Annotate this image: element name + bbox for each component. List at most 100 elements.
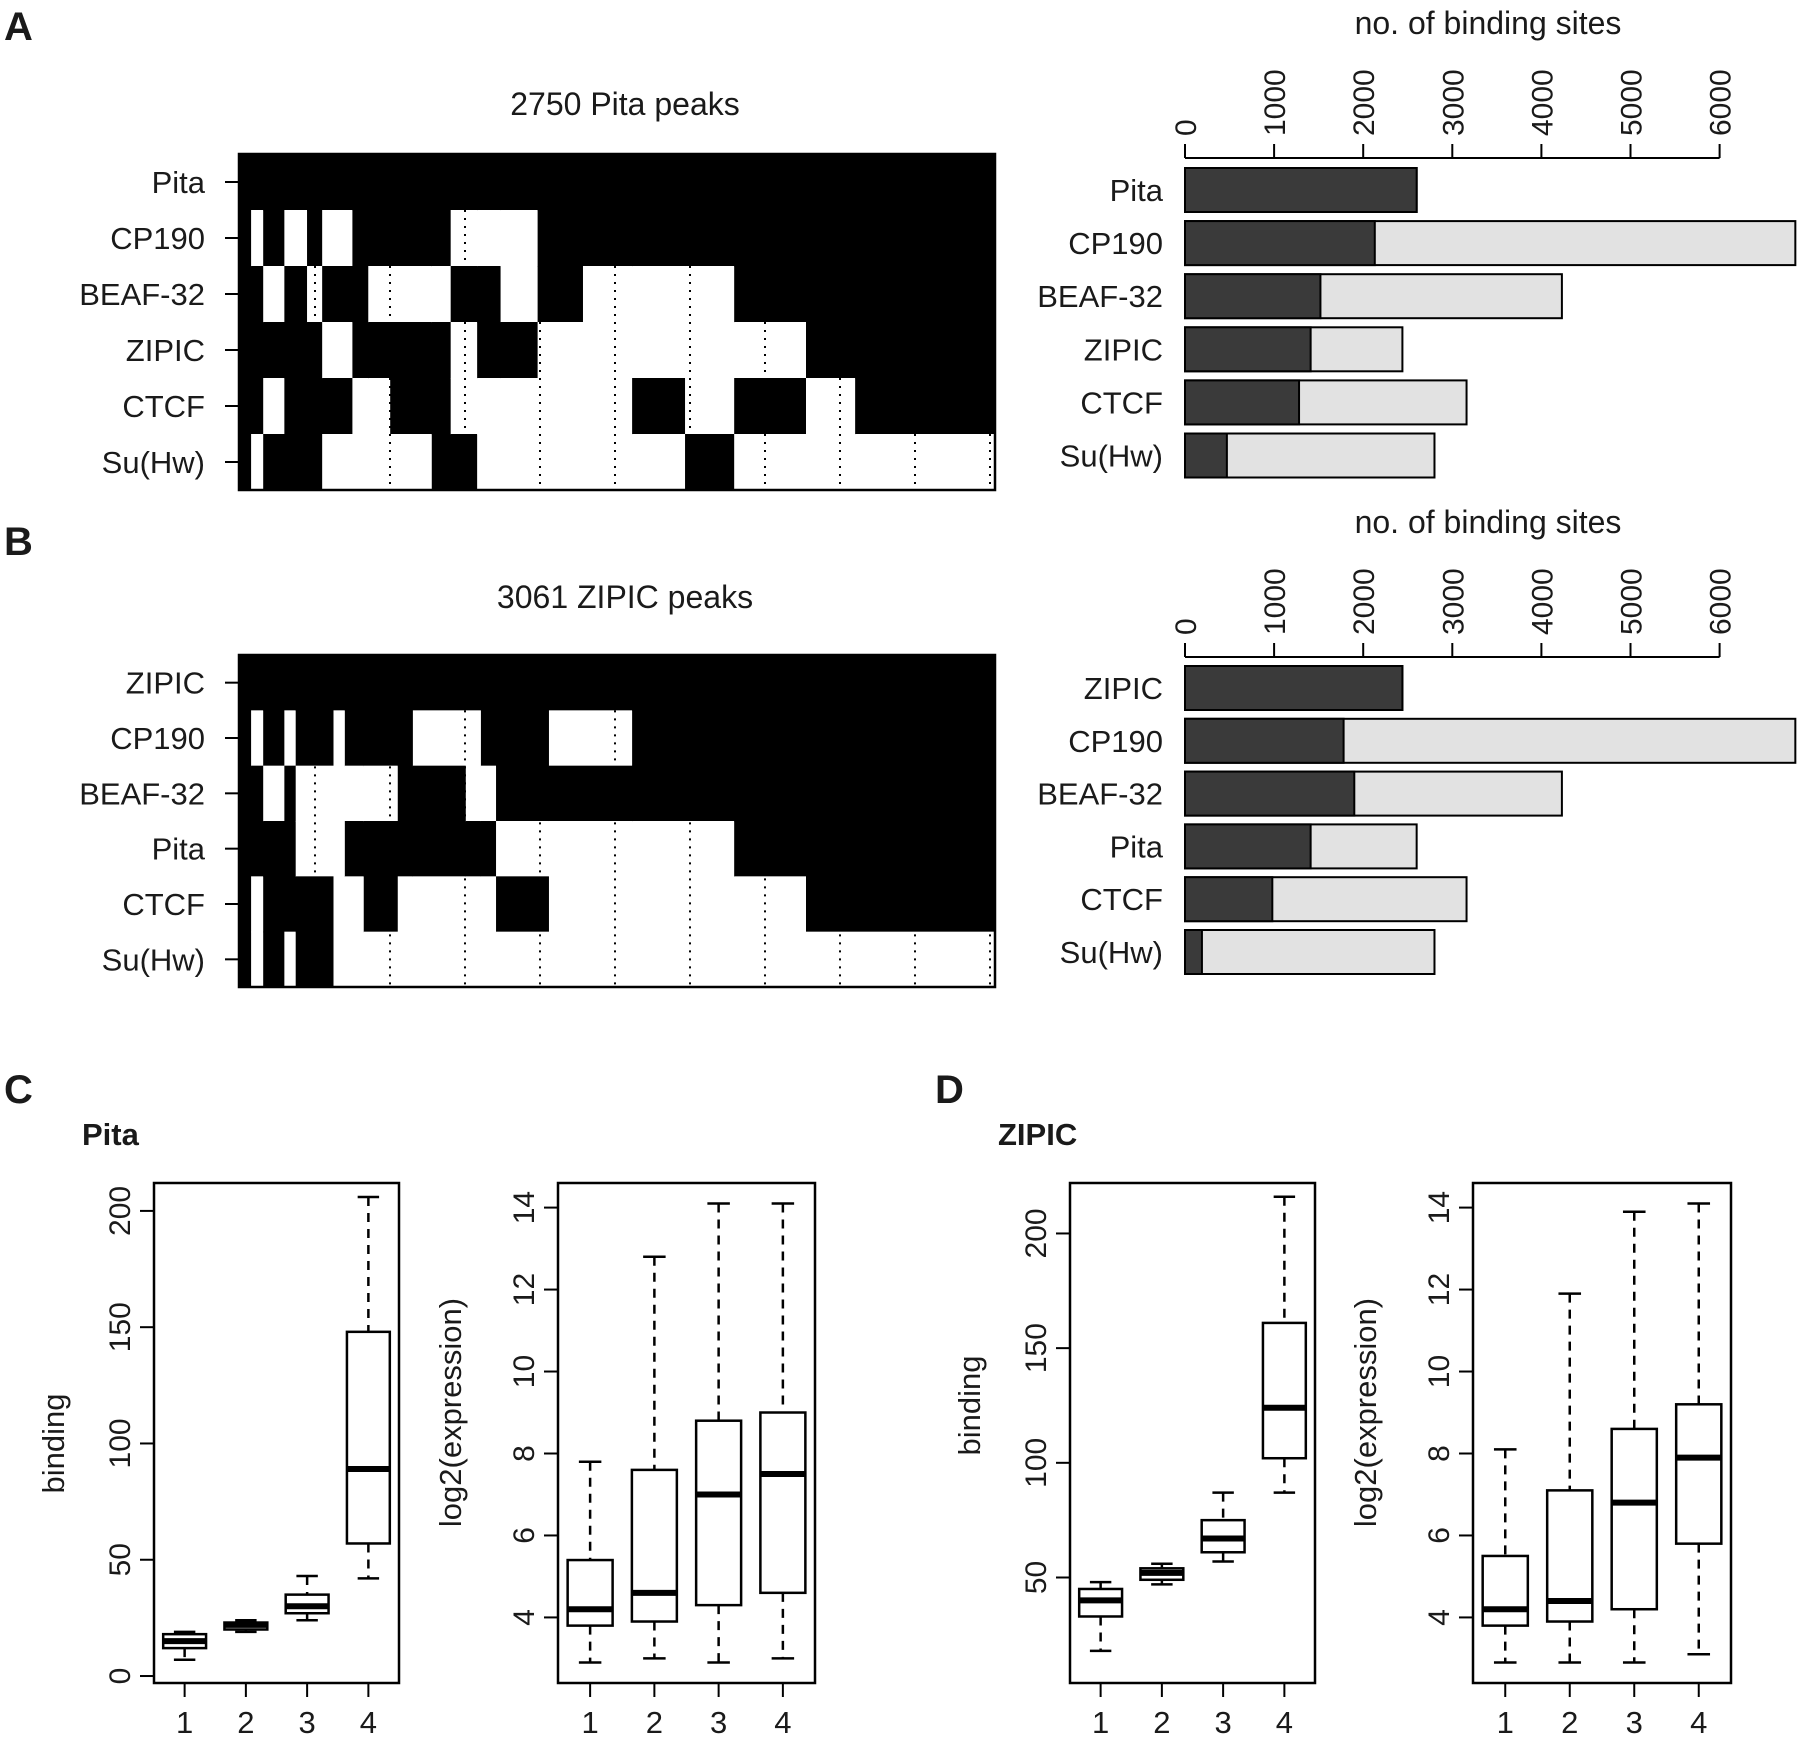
heatmap-row-label: CP190	[110, 221, 205, 256]
heatmap-cell	[500, 266, 539, 323]
x-tick-label: 5000	[1616, 568, 1649, 635]
heatmap-cell	[333, 655, 346, 711]
x-tick-label: 1	[176, 1705, 193, 1740]
heatmap-cell	[251, 876, 264, 933]
heatmap-cell	[284, 821, 297, 877]
bar-category-label: Pita	[1110, 173, 1164, 208]
heatmap-cell	[734, 876, 807, 933]
heatmap-cell	[582, 266, 633, 323]
heatmap-cell	[284, 710, 297, 767]
heatmap-cell	[344, 710, 365, 767]
heatmap-cell	[251, 266, 264, 323]
heatmap-cell	[397, 931, 414, 988]
heatmap-cell	[251, 655, 264, 711]
heatmap-cell	[239, 154, 252, 211]
heatmap-cell	[548, 931, 633, 988]
heatmap-cell	[284, 434, 308, 491]
bar-overlap	[1184, 326, 1312, 373]
heatmap-cell	[632, 266, 686, 323]
x-tick-label: 1000	[1259, 568, 1292, 635]
heatmap-cell	[685, 322, 735, 379]
heatmap-cell	[322, 210, 353, 267]
heatmap-cell	[806, 378, 856, 435]
heatmap-cell	[412, 876, 467, 933]
heatmap-cell	[239, 210, 252, 267]
heatmap-row-label: CTCF	[122, 389, 205, 424]
heatmap-cell	[632, 322, 686, 379]
x-tick-label: 2	[1561, 1705, 1578, 1740]
heatmap-cell	[582, 154, 633, 211]
heatmap-cell	[465, 655, 482, 711]
heatmap-cell	[368, 378, 391, 435]
heatmap-cell	[496, 655, 550, 711]
y-tick-label: 4	[508, 1609, 541, 1626]
heatmap-cell	[333, 821, 346, 877]
heatmap-cell	[322, 154, 353, 211]
heatmap-cell	[263, 931, 285, 988]
heatmap-row-label: Su(Hw)	[102, 445, 205, 480]
heatmap-cell	[352, 154, 369, 211]
heatmap-cell	[333, 765, 346, 822]
heatmap-cell	[352, 322, 369, 379]
x-tick-label: 2	[237, 1705, 254, 1740]
bar-category-label: Su(Hw)	[1060, 935, 1163, 970]
heatmap-cell	[431, 378, 452, 435]
heatmap-cell	[632, 821, 735, 877]
y-tick-label: 4	[1423, 1609, 1456, 1626]
x-tick-label: 4	[1690, 1705, 1707, 1740]
heatmap-cell	[632, 655, 735, 711]
heatmap-cell	[477, 434, 502, 491]
heatmap-cell	[806, 210, 856, 267]
y-tick-label: 10	[1423, 1355, 1456, 1388]
heatmap-cell	[806, 876, 996, 933]
heatmap-cell	[500, 434, 539, 491]
x-tick-label: 6000	[1705, 69, 1738, 136]
heatmap-cell	[537, 378, 584, 435]
heatmap-cell	[363, 931, 399, 988]
heatmap-cell	[632, 931, 735, 988]
heatmap-cell	[333, 876, 346, 933]
heatmap-cell	[734, 266, 807, 323]
heatmap-b: ZIPIC CP190 BEAF-32 Pita CTCF Su(Hw)	[79, 653, 997, 989]
heatmap-cell	[465, 821, 482, 877]
bar-overlap	[1184, 717, 1345, 764]
heatmap-a: Pita CP190 BEAF-32 ZIPIC CTCF Su(Hw)	[79, 152, 997, 492]
heatmap-cell	[352, 434, 369, 491]
heatmap-cell	[480, 821, 497, 877]
heatmap-cell	[322, 266, 353, 323]
heatmap-cell	[390, 434, 433, 491]
heatmap-cell	[412, 821, 467, 877]
heatmap-cell	[390, 378, 433, 435]
heatmap-cell	[500, 210, 539, 267]
y-axis-label: binding	[952, 1355, 987, 1455]
heatmap-cell	[284, 322, 308, 379]
heatmap-cell	[307, 322, 323, 379]
y-tick-label: 50	[104, 1543, 137, 1576]
heatmap-cell	[363, 655, 399, 711]
heatmap-cell	[548, 655, 633, 711]
bar-overlap	[1184, 167, 1418, 213]
heatmap-cell	[480, 876, 497, 933]
heatmap-cell	[263, 322, 285, 379]
y-tick-label: 12	[508, 1273, 541, 1306]
heatmap-cell	[685, 434, 735, 491]
bar-category-label: CTCF	[1080, 385, 1163, 420]
heatmap-cell	[251, 210, 264, 267]
y-tick-label: 6	[508, 1527, 541, 1544]
heatmap-cell	[582, 434, 633, 491]
heatmap-cell	[548, 765, 633, 822]
heatmap-cell	[397, 876, 414, 933]
heatmap-cell	[307, 266, 323, 323]
heatmap-cell	[431, 210, 452, 267]
heatmap-cell	[537, 266, 584, 323]
heatmap-cell	[397, 710, 414, 767]
bar-axis-label-b: no. of binding sites	[1355, 504, 1622, 540]
heatmap-cell	[239, 655, 252, 711]
bar-total	[1184, 929, 1436, 975]
heatmap-cell	[855, 434, 996, 491]
heatmap-cell	[480, 655, 497, 711]
heatmap-cell	[322, 322, 353, 379]
heatmap-cell	[251, 931, 264, 988]
heatmap-cell	[284, 210, 308, 267]
